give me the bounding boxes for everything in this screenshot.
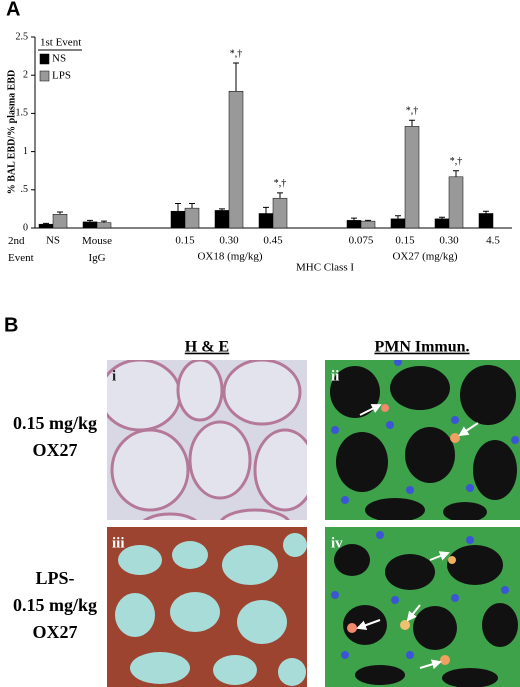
error-bar bbox=[453, 170, 459, 177]
error-bar bbox=[439, 216, 445, 219]
row-label: LPS-0.15 mg/kg OX27 bbox=[13, 568, 97, 642]
error-bar bbox=[43, 222, 49, 225]
micrograph-pmn-bottom bbox=[325, 527, 520, 687]
column-header: H & E bbox=[185, 339, 229, 356]
bar bbox=[448, 176, 464, 229]
legend-swatch bbox=[39, 70, 50, 82]
error-bar bbox=[365, 219, 371, 222]
bar bbox=[360, 220, 376, 229]
bar bbox=[38, 223, 54, 229]
x-group-label: MHC Class I bbox=[296, 262, 354, 274]
x-axis-label: 2nd Event bbox=[8, 235, 34, 264]
error-bar bbox=[175, 203, 181, 212]
micrograph-pmn-top bbox=[325, 360, 520, 520]
bar bbox=[272, 197, 288, 229]
bar-chart: 0 .5 1 1.5 2 2.5 % BAL EBD/% plasma EBD 2nd Even… bbox=[6, 31, 512, 274]
error-bar bbox=[395, 215, 401, 219]
y-tick-label: 0 bbox=[23, 222, 28, 233]
bar bbox=[434, 218, 450, 229]
legend-label: NS bbox=[52, 53, 66, 65]
error-bar bbox=[189, 203, 195, 209]
x-tick-label: 0.30 bbox=[439, 235, 459, 247]
bar bbox=[82, 221, 98, 229]
bar bbox=[346, 220, 362, 229]
bar bbox=[258, 213, 274, 229]
micrograph-he-bottom bbox=[107, 527, 307, 687]
image-tag: i bbox=[112, 368, 116, 384]
bar bbox=[228, 90, 244, 229]
x-tick-label: 0.15 bbox=[395, 235, 415, 247]
x-tick-label: 0.075 bbox=[349, 235, 374, 247]
bar bbox=[214, 210, 230, 229]
error-bar bbox=[483, 210, 489, 214]
bar bbox=[478, 213, 494, 229]
error-bar bbox=[219, 208, 225, 211]
x-tick-label: Mouse IgG bbox=[82, 235, 112, 264]
image-tag: ii bbox=[331, 368, 339, 384]
y-tick-label: 1.5 bbox=[16, 108, 29, 119]
y-tick-label: .5 bbox=[21, 184, 29, 195]
error-bar bbox=[233, 62, 239, 92]
bar bbox=[170, 210, 186, 229]
error-bar bbox=[101, 220, 107, 223]
micrograph-he-top bbox=[107, 360, 307, 520]
error-bar bbox=[57, 211, 63, 215]
significance-label: *,† bbox=[230, 48, 243, 59]
bar bbox=[184, 207, 200, 229]
legend-swatch bbox=[39, 53, 50, 65]
image-tag: iii bbox=[112, 535, 125, 551]
panel-label: B bbox=[4, 314, 18, 336]
bar bbox=[52, 213, 68, 229]
x-tick-label: 4.5 bbox=[486, 235, 500, 247]
x-tick-label: 0.15 bbox=[175, 235, 195, 247]
panel-b: B H & E PMN Immun. 0.15 mg/kg OX27 LPS-0.15 m… bbox=[4, 314, 470, 642]
x-tick-label: NS bbox=[46, 235, 60, 247]
row-label: 0.15 mg/kg OX27 bbox=[13, 413, 97, 460]
error-bar bbox=[351, 217, 357, 221]
image-tag: iv bbox=[331, 535, 343, 551]
significance-label: *,† bbox=[406, 106, 419, 117]
x-tick-label: 0.30 bbox=[219, 235, 239, 247]
bar bbox=[404, 126, 420, 229]
legend-title: 1st Event bbox=[40, 37, 81, 49]
significance-label: *,† bbox=[450, 156, 463, 167]
y-tick-label: 2 bbox=[23, 69, 28, 80]
significance-label: *,† bbox=[274, 178, 287, 189]
x-group-label: OX27 (mg/kg) bbox=[392, 251, 457, 263]
bar bbox=[390, 218, 406, 229]
column-header: PMN Immun. bbox=[374, 339, 469, 356]
legend-label: LPS bbox=[52, 70, 71, 82]
error-bar bbox=[87, 219, 93, 222]
bar bbox=[96, 222, 112, 229]
error-bar bbox=[409, 119, 415, 127]
x-group-label: OX18 (mg/kg) bbox=[197, 251, 262, 263]
y-tick-label: 2.5 bbox=[16, 31, 29, 42]
error-bar bbox=[277, 192, 283, 199]
y-tick-label: 1 bbox=[23, 146, 28, 157]
panel-label: A bbox=[6, 0, 20, 20]
error-bar bbox=[263, 206, 269, 214]
y-axis-label: % BAL EBD/% plasma EBD bbox=[6, 70, 17, 194]
x-tick-label: 0.45 bbox=[263, 235, 283, 247]
